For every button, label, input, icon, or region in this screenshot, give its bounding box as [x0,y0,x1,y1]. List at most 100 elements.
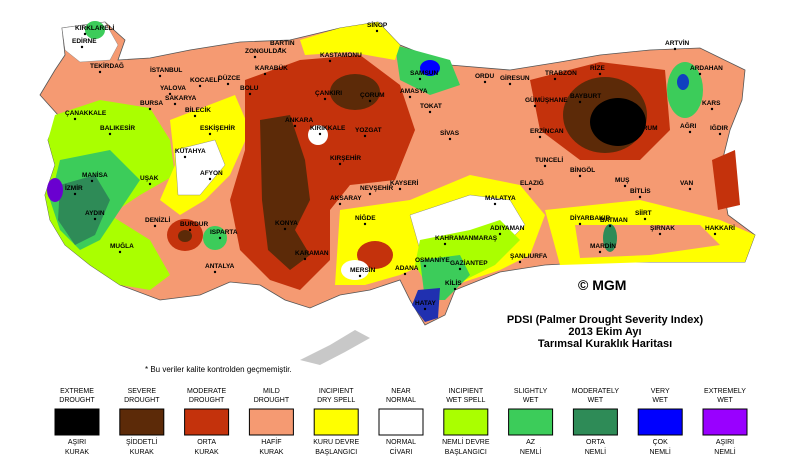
city-label: KIRŞEHİR [330,154,361,162]
city-dot [83,32,87,36]
city-label: VAN [680,180,694,187]
city-dot [188,228,192,232]
legend-label-tr: NEMLİ [520,447,541,456]
city-dot [598,250,602,254]
city-label: KIRIKKALE [310,125,346,132]
legend-label-en: WET [717,397,733,404]
city-dot [398,187,402,191]
city-label: SİVAS [440,129,460,137]
legend-label-en: DROUGHT [59,397,95,404]
legend-label-en: WET [523,397,539,404]
city-label: BİLECİK [185,106,211,114]
legend-swatch [443,408,489,436]
title-line: Tarımsal Kuraklık Haritası [538,338,672,350]
city-dot [633,132,637,136]
city-label: BİTLİS [630,187,651,195]
city-label: KAHRAMANMARAŞ [435,235,498,242]
city-dot [423,264,427,268]
city-label: KİLİS [445,279,462,287]
city-dot [363,134,367,138]
city-dot [158,74,162,78]
city-dot [338,202,342,206]
legend-label-tr: ORTA [197,439,216,446]
legend-swatch [572,408,618,436]
city-dot [328,59,332,63]
city-dot [598,72,602,76]
city-label: SİİRT [635,209,652,217]
legend-label-en: MODERATE [187,388,226,395]
legend-swatch [184,408,230,436]
region-brown-central [260,115,310,270]
city-label: UŞAK [140,175,159,182]
city-label: AFYON [200,170,223,177]
city-dot [73,117,77,121]
city-label: AMASYA [400,88,428,95]
legend-label-tr: NEMLİ [649,447,670,456]
city-label: ARTVİN [665,39,690,47]
legend-label-tr: KURU DEVRE [313,439,359,446]
city-label: ISPARTA [210,229,238,236]
city-dot [108,132,112,136]
legend-swatch [313,408,359,436]
city-label: YOZGAT [355,127,382,134]
legend-label-tr: ORTA [586,439,605,446]
city-label: MALATYA [485,195,516,202]
legend-swatch [637,408,683,436]
city-label: MARDİN [590,242,616,250]
city-label: ELAZIĞ [520,178,544,187]
legend-label-en: MODERATELY [572,388,620,395]
city-label: GİRESUN [500,74,530,82]
legend-label-en: DRY SPELL [317,397,355,404]
city-dot [213,270,217,274]
region-white-west [174,139,226,196]
city-dot [428,110,432,114]
city-dot [418,77,422,81]
city-dot [253,55,257,59]
city-label: ANTALYA [205,263,235,270]
city-dot [453,287,457,291]
city-dot [208,132,212,136]
city-dot [368,99,372,103]
city-dot [73,192,77,196]
city-dot [710,107,714,111]
city-label: ESKİŞEHİR [200,124,235,132]
legend-label-en: NEAR [391,388,410,395]
city-label: DİYARBAKIR [570,214,611,222]
legend-label-tr: ŞİDDETLİ [126,437,158,446]
city-label: TUNCELİ [535,156,563,164]
map [39,21,756,365]
city-label: AYDIN [85,210,105,217]
legend-swatch [378,408,424,436]
region-black-erzurum [590,98,646,146]
city-label: TOKAT [420,103,442,110]
city-dot [93,217,97,221]
city-dot [718,132,722,136]
city-label: EDİRNE [72,37,97,45]
city-label: ÇANKIRI [315,90,342,97]
region-purple-izmir [47,178,63,202]
city-dot [173,102,177,106]
city-label: KARS [702,100,721,107]
city-label: IĞDIR [710,123,728,132]
city-dot [543,164,547,168]
city-label: ARDAHAN [690,65,723,72]
region-green-antalya [203,226,227,250]
city-label: AKSARAY [330,195,362,202]
legend-label-tr: KURAK [130,449,154,456]
city-dot [493,202,497,206]
city-label: BAYBURT [570,93,601,100]
city-dot [578,100,582,104]
city-dot [148,107,152,111]
region-brown-isparta [178,230,192,242]
city-label: KARABÜK [255,63,288,72]
legend-label-tr: NEMLİ [585,447,606,456]
city-dot [168,92,172,96]
city-label: MUŞ [615,177,630,184]
city-dot [226,82,230,86]
city-label: BALIKESİR [100,124,135,132]
title-line: 2013 Ekim Ayı [568,326,641,338]
legend-label-tr: AŞIRI [716,439,734,446]
city-label: OSMANİYE [415,256,450,264]
